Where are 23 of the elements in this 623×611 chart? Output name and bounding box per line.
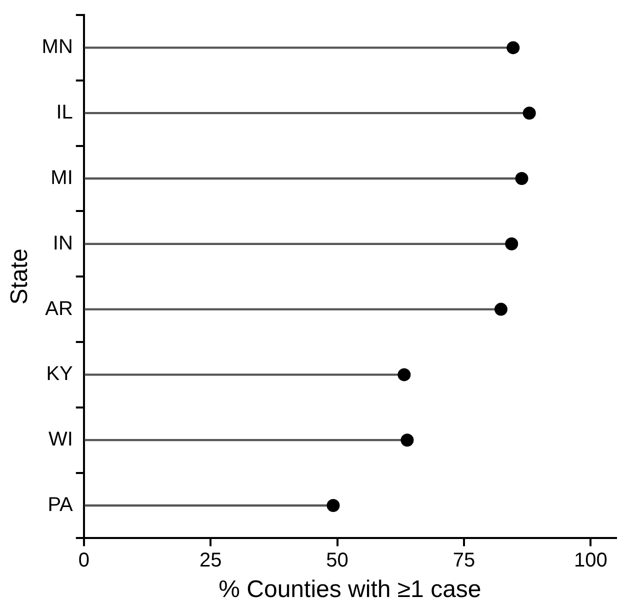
y-tick-label: WI	[48, 428, 73, 451]
y-tick-label: PA	[48, 494, 74, 516]
x-tick-label: 100	[574, 550, 608, 572]
point	[398, 368, 411, 382]
x-tick-label: 75	[452, 550, 476, 572]
y-tick-label: KY	[46, 363, 73, 386]
point	[505, 237, 518, 250]
x-tick-label: 50	[326, 550, 348, 572]
point	[506, 41, 520, 54]
point	[515, 172, 528, 185]
x-tick-label: 25	[199, 550, 222, 572]
point	[326, 499, 340, 512]
point	[400, 434, 414, 447]
y-tick-label: IL	[56, 102, 73, 124]
y-tick-label: AR	[45, 298, 73, 320]
x-tick-label: 0	[78, 550, 90, 572]
point	[494, 302, 508, 316]
point	[522, 106, 536, 120]
x-axis-title: % Counties with ≥1 case	[218, 576, 482, 604]
y-tick-label: MI	[50, 167, 73, 190]
y-tick-label: IN	[52, 232, 73, 254]
y-tick-label: MN	[42, 36, 73, 58]
y-axis-title: State	[6, 248, 34, 305]
